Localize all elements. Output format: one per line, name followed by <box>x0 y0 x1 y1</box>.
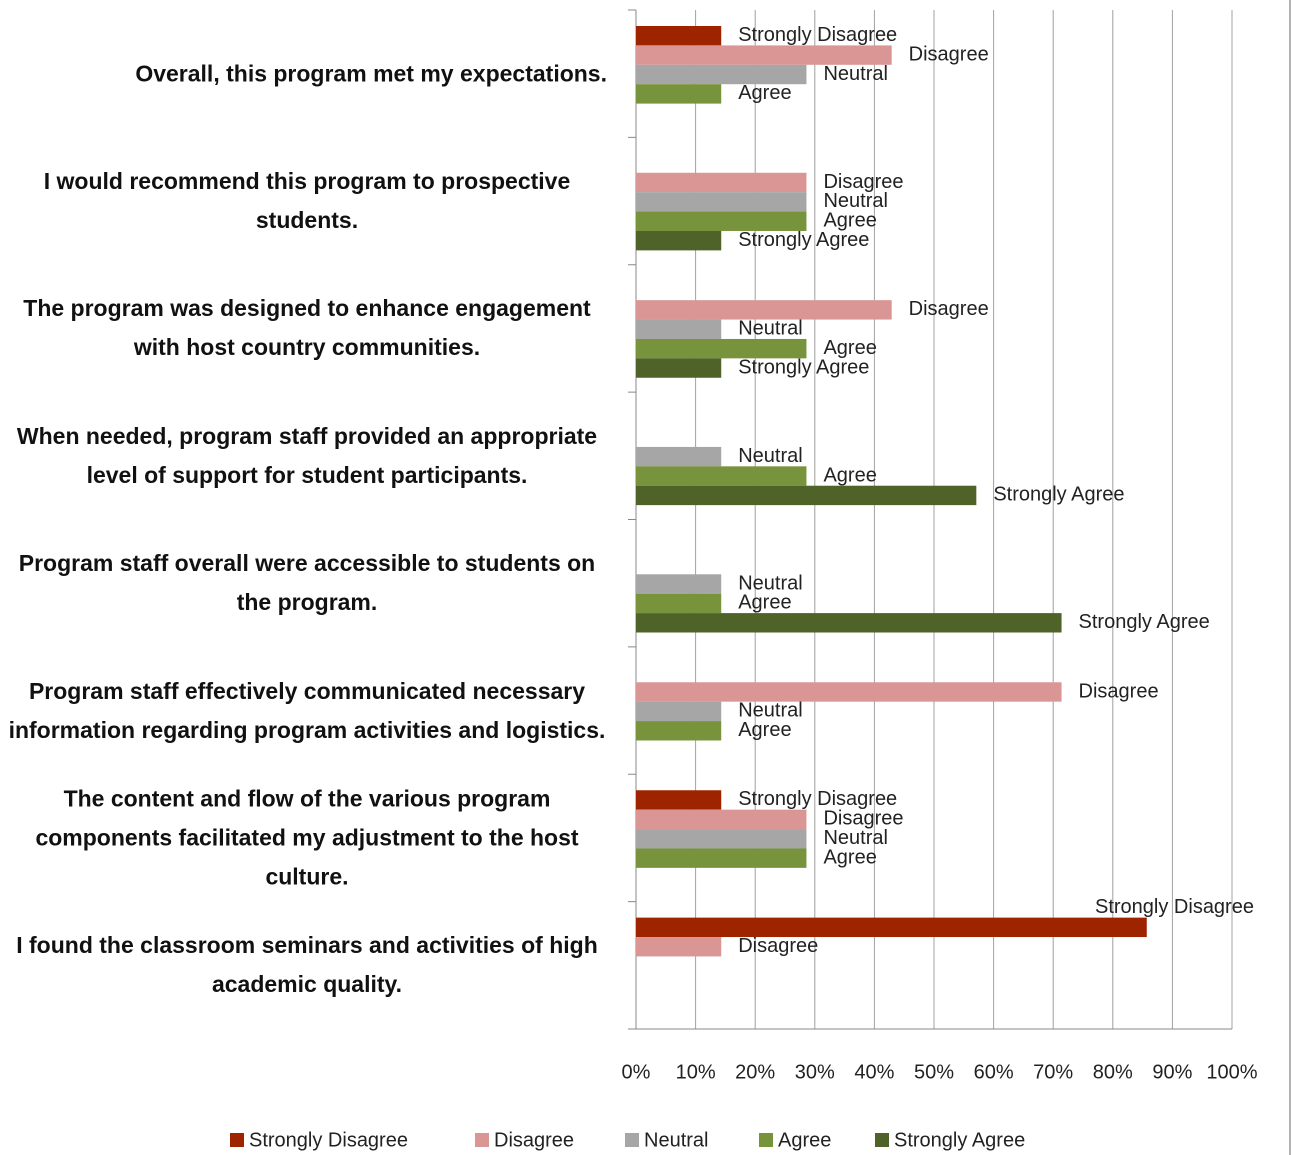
data-label: Neutral <box>738 318 802 340</box>
data-label: Neutral <box>738 572 802 594</box>
bar <box>636 809 807 830</box>
legend-swatch <box>230 1133 244 1147</box>
legend-swatch <box>475 1133 489 1147</box>
legend-label: Strongly Agree <box>894 1129 1025 1151</box>
bar <box>636 682 1062 702</box>
data-label: Strongly Agree <box>738 229 869 251</box>
data-label: Neutral <box>823 63 887 85</box>
data-label: Agree <box>823 210 876 232</box>
category-label-box: I found the classroom seminars and activ… <box>0 926 607 1004</box>
data-label: Agree <box>738 592 791 614</box>
category-label-box: Program staff overall were accessible to… <box>0 544 607 622</box>
bar <box>636 848 807 868</box>
category-label: Program staff effectively communicated n… <box>8 677 606 743</box>
data-label: Disagree <box>738 935 818 957</box>
bar <box>636 613 1062 633</box>
bar <box>636 172 807 193</box>
data-label: Disagree <box>909 43 989 65</box>
bar <box>636 300 892 320</box>
legend-label: Neutral <box>644 1129 708 1151</box>
data-label: Agree <box>738 719 791 741</box>
data-label: Strongly Disagree <box>1095 896 1254 918</box>
data-label: Agree <box>823 846 876 868</box>
x-tick-label: 30% <box>795 1061 835 1083</box>
legend-label: Agree <box>778 1129 831 1151</box>
category-label-box: I would recommend this program to prospe… <box>0 162 607 240</box>
data-label: Strongly Agree <box>993 484 1124 506</box>
data-label: Neutral <box>738 700 802 722</box>
x-tick-label: 40% <box>854 1061 894 1083</box>
category-label-box: The program was designed to enhance enga… <box>0 289 607 367</box>
category-label: The content and flow of the various prog… <box>35 785 579 890</box>
category-label-box: Overall, this program met my expectation… <box>0 54 607 93</box>
bar <box>636 211 807 231</box>
bar <box>636 446 722 467</box>
legend-label: Disagree <box>494 1129 574 1151</box>
bar <box>636 917 1147 938</box>
data-label: Neutral <box>738 445 802 467</box>
data-label: Agree <box>738 82 791 104</box>
data-label: Strongly Agree <box>738 356 869 378</box>
legend-swatch <box>759 1133 773 1147</box>
bar <box>636 84 722 104</box>
data-label: Disagree <box>823 808 903 830</box>
category-label: The program was designed to enhance enga… <box>23 295 591 361</box>
legend-swatch <box>625 1133 639 1147</box>
bar <box>636 64 807 85</box>
x-tick-label: 10% <box>676 1061 716 1083</box>
bar <box>636 230 722 251</box>
x-tick-label: 20% <box>735 1061 775 1083</box>
data-label: Strongly Agree <box>1079 611 1210 633</box>
bar <box>636 790 722 810</box>
data-label: Neutral <box>823 190 887 212</box>
bar <box>636 45 892 65</box>
bar <box>636 574 722 594</box>
bar <box>636 26 722 46</box>
category-label-box: When needed, program staff provided an a… <box>0 417 607 495</box>
data-label: Neutral <box>823 827 887 849</box>
bar <box>636 466 807 486</box>
category-label: Overall, this program met my expectation… <box>135 60 607 87</box>
category-label-box: Program staff effectively communicated n… <box>0 672 607 750</box>
x-tick-label: 80% <box>1093 1061 1133 1083</box>
bar <box>636 593 722 614</box>
legend-swatch <box>875 1133 889 1147</box>
category-label: I found the classroom seminars and activ… <box>16 932 598 998</box>
bar <box>636 319 722 339</box>
data-label: Disagree <box>823 171 903 193</box>
bar <box>636 701 722 722</box>
data-label: Strongly Disagree <box>738 788 897 810</box>
bar <box>636 358 722 378</box>
data-label: Strongly Disagree <box>738 24 897 46</box>
bar <box>636 192 807 212</box>
x-tick-label: 70% <box>1033 1061 1073 1083</box>
bar <box>636 829 807 849</box>
data-label: Disagree <box>1079 680 1159 702</box>
category-label-box: The content and flow of the various prog… <box>0 779 607 896</box>
category-label: I would recommend this program to prospe… <box>43 168 571 234</box>
legend-label: Strongly Disagree <box>249 1129 408 1151</box>
bar <box>636 485 977 506</box>
x-tick-label: 60% <box>974 1061 1014 1083</box>
bar <box>636 937 722 957</box>
data-label: Disagree <box>909 298 989 320</box>
category-label: When needed, program staff provided an a… <box>16 422 598 488</box>
bar <box>636 721 722 741</box>
x-tick-label: 0% <box>622 1061 651 1083</box>
category-label: Program staff overall were accessible to… <box>18 550 596 616</box>
x-tick-label: 90% <box>1152 1061 1192 1083</box>
bar <box>636 338 807 359</box>
x-tick-label: 50% <box>914 1061 954 1083</box>
data-label: Agree <box>823 464 876 486</box>
x-tick-label: 100% <box>1206 1061 1257 1083</box>
data-label: Agree <box>823 337 876 359</box>
